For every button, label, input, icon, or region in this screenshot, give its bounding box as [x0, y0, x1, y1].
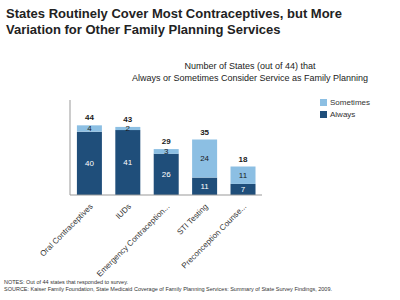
- svg-text:11: 11: [239, 171, 248, 180]
- svg-text:2: 2: [126, 124, 131, 133]
- html-text:Number of States (out of 44) t: Number of States (out of 44) that: [184, 61, 316, 71]
- svg-text:IUDs: IUDs: [114, 202, 133, 221]
- html-text:Always or Sometimes Consider S: Always or Sometimes Consider Service as …: [132, 73, 368, 83]
- svg-text:44: 44: [85, 113, 94, 122]
- svg-text:41: 41: [123, 158, 132, 167]
- svg-text:11: 11: [200, 182, 209, 191]
- svg-text:Emergency Contraception...: Emergency Contraception...: [95, 202, 171, 278]
- html-text:Always: Always: [330, 110, 356, 119]
- svg-text:40: 40: [85, 159, 94, 168]
- svg-text:Preconception Counse...: Preconception Counse...: [180, 202, 248, 270]
- svg-text:26: 26: [162, 170, 171, 179]
- svg-text:43: 43: [123, 115, 132, 124]
- html-text:Sometimes: Sometimes: [330, 98, 370, 107]
- svg-text:Oral Contraceptives: Oral Contraceptives: [40, 202, 95, 258]
- svg-text:35: 35: [200, 128, 209, 137]
- svg-text:7: 7: [241, 185, 246, 194]
- html-text:SOURCE: Kaiser Family Foundati: SOURCE: Kaiser Family Foundation, State …: [4, 286, 332, 292]
- html-text:States Routinely Cover Most Co: States Routinely Cover Most Contraceptiv…: [6, 6, 342, 37]
- html-text:NOTES: Out of 44 states that r: NOTES: Out of 44 states that responded t…: [4, 279, 128, 285]
- svg-text:18: 18: [239, 155, 248, 164]
- svg-text:29: 29: [162, 137, 171, 146]
- svg-text:STI Testing: STI Testing: [175, 202, 210, 237]
- svg-text:4: 4: [87, 124, 92, 133]
- svg-text:24: 24: [200, 154, 209, 163]
- svg-text:3: 3: [164, 147, 169, 156]
